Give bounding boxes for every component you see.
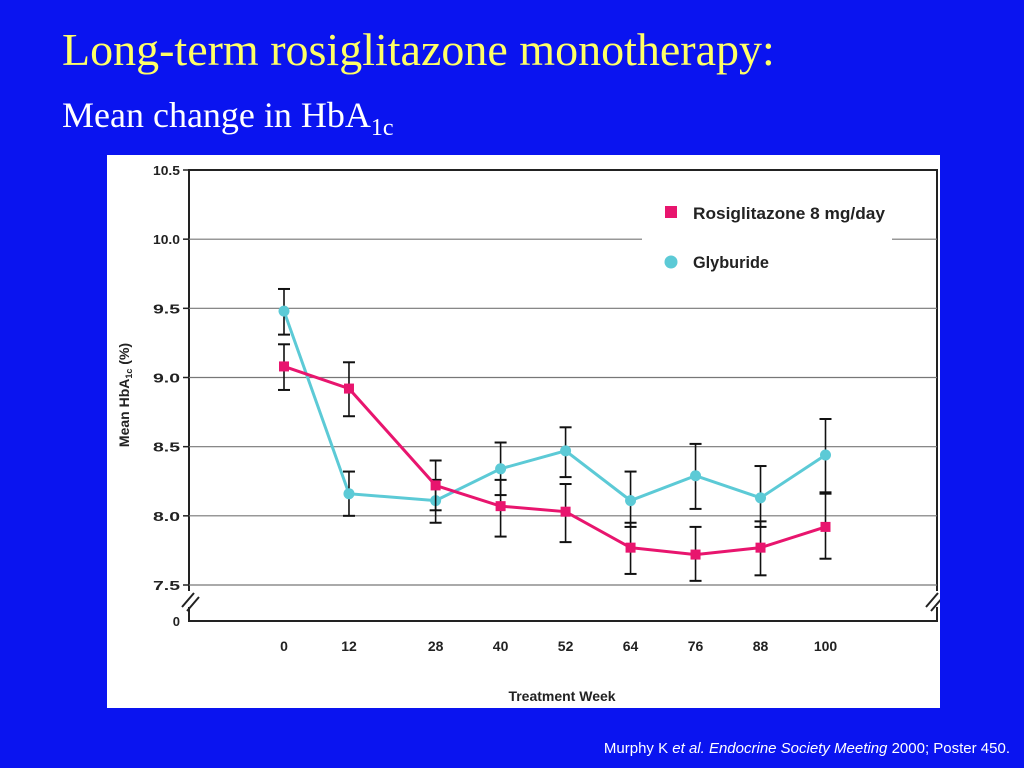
series-glyburide — [278, 287, 832, 528]
subtitle-subscript: 1c — [370, 115, 394, 142]
citation-meeting: Endocrine Society Meeting — [704, 740, 888, 757]
data-point — [820, 449, 831, 461]
data-point — [495, 501, 506, 512]
series-line — [283, 365, 826, 557]
data-point — [755, 542, 766, 553]
data-point — [430, 480, 441, 491]
slide-subtitle: Mean change in HbA1c — [62, 92, 394, 151]
data-point — [690, 470, 702, 482]
slide-title: Long-term rosiglitazone monotherapy: — [62, 24, 775, 75]
y-axis-label-main: Mean HbA — [116, 379, 132, 447]
citation-rest: 2000; Poster 450. — [887, 740, 1010, 757]
line-chart: 10.5 10.0 9.5 9.0 8.5 8.0 7.5 0 0 12 28 40 52 64 76 88… — [116, 163, 940, 704]
data-point — [560, 445, 572, 457]
citation-author: Murphy K — [603, 740, 673, 757]
axis-break-mark — [930, 598, 940, 612]
data-point — [560, 506, 571, 517]
x-tick-label: 100 — [814, 638, 838, 654]
x-tick-label: 28 — [428, 638, 444, 654]
axis-break-mark — [181, 592, 195, 608]
legend-marker-glyburide — [664, 255, 678, 269]
data-point — [625, 542, 636, 553]
y-axis-label-unit: (%) — [116, 343, 132, 369]
y-tick-label: 9.0 — [153, 371, 180, 386]
data-point — [495, 463, 507, 475]
data-point — [343, 488, 355, 500]
y-tick-label: 9.5 — [153, 301, 180, 316]
data-point — [278, 305, 290, 317]
axis-break-mark — [186, 596, 200, 612]
legend-label-rosiglitazone: Rosiglitazone 8 mg/day — [693, 204, 886, 223]
y-axis-label: Mean HbA1c (%) — [116, 343, 134, 447]
x-tick-label: 12 — [341, 638, 357, 654]
citation-etal: et al. — [672, 740, 705, 757]
axis-break-mark — [925, 592, 939, 608]
data-point — [343, 383, 354, 394]
x-tick-label: 76 — [688, 638, 704, 654]
y-tick-label: 10.0 — [153, 232, 180, 247]
x-tick-label: 0 — [280, 638, 288, 654]
chart-panel: 10.5 10.0 9.5 9.0 8.5 8.0 7.5 0 0 12 28 40 52 64 76 88… — [107, 155, 940, 708]
series-rosiglitazone — [278, 343, 832, 582]
x-axis-label: Treatment Week — [508, 688, 615, 704]
data-point — [755, 492, 767, 504]
subtitle-text: Mean change in HbA — [62, 95, 371, 135]
data-point — [820, 521, 831, 532]
x-tick-label: 40 — [493, 638, 509, 654]
y-tick-label: 8.5 — [153, 440, 180, 455]
y-tick-label: 10.5 — [153, 163, 180, 178]
legend-box — [642, 185, 892, 285]
legend-label-glyburide: Glyburide — [693, 253, 769, 272]
y-axis-label-sub: 1c — [124, 369, 134, 379]
y-zero-label: 0 — [173, 614, 180, 629]
data-point — [625, 495, 637, 507]
citation: Murphy K et al. Endocrine Society Meetin… — [604, 740, 1010, 757]
legend-marker-rosiglitazone — [665, 206, 677, 218]
data-point — [279, 361, 289, 372]
y-tick-label: 8.0 — [153, 509, 180, 524]
data-point — [690, 549, 701, 560]
x-tick-label: 52 — [558, 638, 574, 654]
x-tick-label: 64 — [623, 638, 639, 654]
y-tick-label: 7.5 — [153, 578, 180, 593]
x-tick-label: 88 — [753, 638, 769, 654]
